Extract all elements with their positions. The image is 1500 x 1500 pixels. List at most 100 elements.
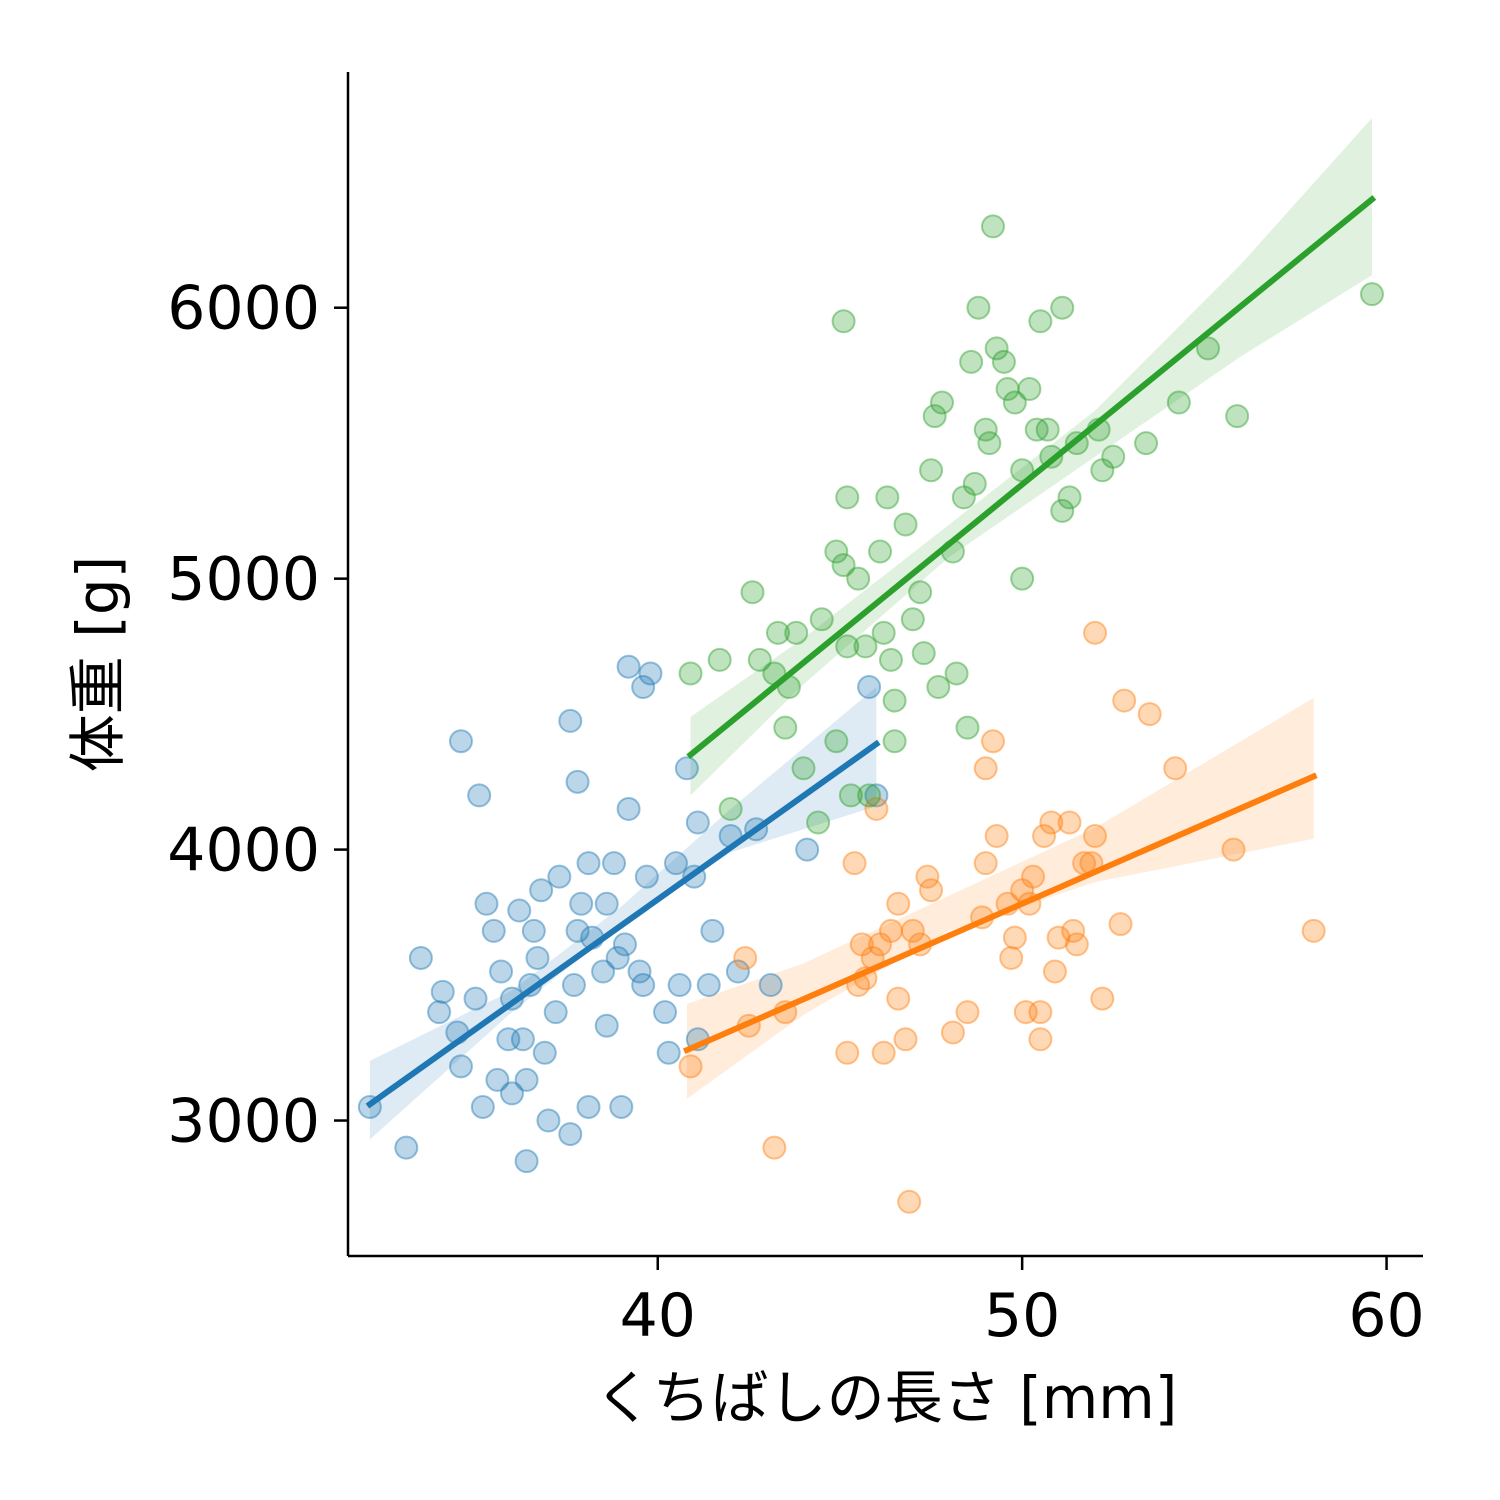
point-1-0 xyxy=(678,1054,703,1079)
point-0-21 xyxy=(514,1067,539,1092)
point-2-21 xyxy=(871,620,896,645)
point-0-31 xyxy=(561,973,586,998)
point-0-66 xyxy=(864,783,889,808)
point-1-26 xyxy=(984,824,1009,849)
point-1-47 xyxy=(1112,688,1137,713)
point-0-24 xyxy=(525,945,550,970)
point-0-65 xyxy=(857,675,882,700)
point-1-19 xyxy=(915,864,940,889)
point-1-3 xyxy=(762,1135,787,1160)
point-2-33 xyxy=(944,661,969,686)
point-2-36 xyxy=(962,471,987,496)
y-tick-label: 4000 xyxy=(167,816,320,886)
point-0-30 xyxy=(558,708,583,733)
point-1-45 xyxy=(1090,986,1115,1011)
point-2-39 xyxy=(977,431,1002,456)
point-0-9 xyxy=(467,783,492,808)
y-tick-label: 5000 xyxy=(167,545,320,615)
point-1-11 xyxy=(868,932,893,957)
regression-line-1 xyxy=(682,772,1318,1055)
point-2-34 xyxy=(951,485,976,510)
point-1-32 xyxy=(1021,864,1046,889)
point-2-14 xyxy=(835,634,860,659)
point-0-49 xyxy=(638,661,663,686)
point-0-28 xyxy=(547,864,572,889)
point-0-68 xyxy=(569,891,594,916)
point-2-49 xyxy=(1028,309,1053,334)
point-0-42 xyxy=(612,932,637,957)
point-0-12 xyxy=(481,918,506,943)
point-0-15 xyxy=(496,1027,521,1052)
point-1-14 xyxy=(886,986,911,1011)
point-2-57 xyxy=(1090,458,1115,483)
point-2-25 xyxy=(893,512,918,537)
point-2-4 xyxy=(747,647,772,672)
point-0-43 xyxy=(616,796,641,821)
point-2-19 xyxy=(857,783,882,808)
point-2-2 xyxy=(718,796,743,821)
confidence-band-1 xyxy=(686,697,1314,1099)
point-2-10 xyxy=(806,810,831,835)
point-0-38 xyxy=(594,891,619,916)
point-1-39 xyxy=(1057,810,1082,835)
point-0-41 xyxy=(609,1094,634,1119)
data-points xyxy=(357,214,1384,1214)
point-1-5 xyxy=(835,1040,860,1065)
confidence-band-0 xyxy=(369,687,877,1140)
point-1-44 xyxy=(1083,824,1108,849)
point-2-67 xyxy=(824,729,849,754)
point-1-37 xyxy=(1042,959,1067,984)
point-0-56 xyxy=(685,810,710,835)
point-1-41 xyxy=(1064,932,1089,957)
point-2-18 xyxy=(853,634,878,659)
point-2-11 xyxy=(809,607,834,632)
point-2-12 xyxy=(824,539,849,564)
point-0-7 xyxy=(448,729,473,754)
point-2-52 xyxy=(1050,498,1075,523)
point-2-29 xyxy=(919,458,944,483)
point-0-52 xyxy=(663,851,688,876)
point-1-20 xyxy=(919,878,944,903)
point-0-53 xyxy=(667,973,692,998)
point-0-63 xyxy=(758,973,783,998)
point-2-66 xyxy=(959,349,984,374)
point-0-59 xyxy=(700,918,725,943)
point-0-4 xyxy=(430,979,455,1004)
point-0-48 xyxy=(634,864,659,889)
point-2-62 xyxy=(1225,404,1250,429)
point-2-1 xyxy=(707,647,732,672)
point-0-61 xyxy=(725,959,750,984)
point-2-58 xyxy=(1101,444,1126,469)
point-2-40 xyxy=(981,214,1005,239)
point-1-40 xyxy=(1061,918,1086,943)
point-2-9 xyxy=(791,756,816,781)
confidence-band-2 xyxy=(690,118,1372,796)
point-0-10 xyxy=(470,1094,495,1119)
point-1-13 xyxy=(878,918,903,943)
x-axis-label: くちばしの長さ [mm] xyxy=(595,1364,1178,1432)
x-tick-label: 60 xyxy=(1348,1281,1424,1351)
point-2-17 xyxy=(846,566,871,591)
point-2-26 xyxy=(900,607,925,632)
point-1-12 xyxy=(871,1040,896,1065)
point-0-13 xyxy=(485,1067,510,1092)
point-0-32 xyxy=(565,769,590,794)
point-2-24 xyxy=(882,688,907,713)
point-2-6 xyxy=(766,620,790,645)
point-1-30 xyxy=(1013,1000,1038,1025)
y-tick-label: 6000 xyxy=(167,274,320,344)
point-1-49 xyxy=(1163,756,1188,781)
point-2-46 xyxy=(1010,566,1035,591)
point-0-20 xyxy=(514,1149,539,1174)
point-2-65 xyxy=(922,404,947,429)
regression-line-0 xyxy=(365,739,881,1109)
point-0-23 xyxy=(521,918,546,943)
confidence-bands xyxy=(369,118,1372,1140)
point-0-37 xyxy=(591,959,616,984)
point-1-50 xyxy=(1221,837,1246,862)
point-2-35 xyxy=(955,715,980,740)
point-2-47 xyxy=(1017,376,1042,401)
point-1-29 xyxy=(1002,925,1027,950)
point-1-16 xyxy=(893,1027,918,1052)
